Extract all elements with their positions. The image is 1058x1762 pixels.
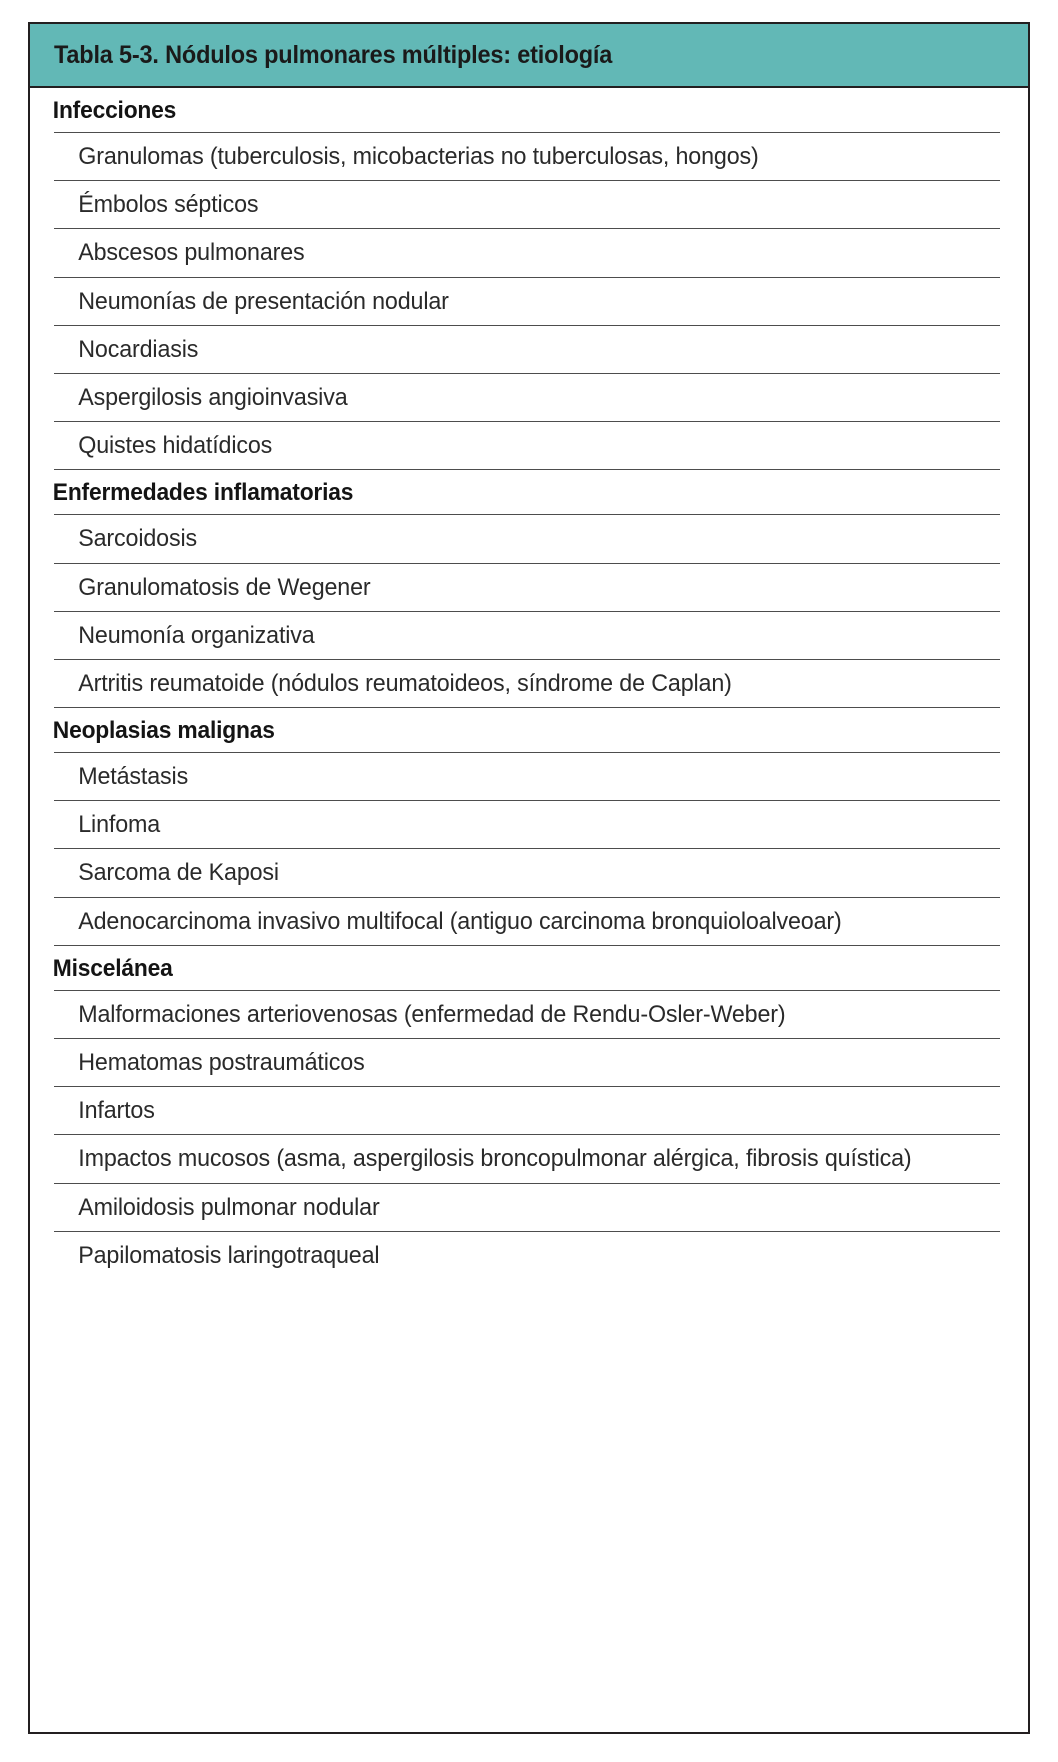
row-label: Quistes hidatídicos xyxy=(78,432,273,460)
row-label: Neumonía organizativa xyxy=(78,621,315,649)
table-row: Amiloidosis pulmonar nodular xyxy=(54,1182,1000,1231)
table-row: Nocardiasis xyxy=(54,324,1000,373)
row-label: Aspergilosis angioinvasiva xyxy=(78,383,348,411)
table-row: Sarcoidosis xyxy=(54,514,1000,562)
table-row: Neumonía organizativa xyxy=(54,610,1000,659)
table-body: Infecciones Granulomas (tuberculosis, mi… xyxy=(30,88,1028,1279)
row-label: Granulomatosis de Wegener xyxy=(78,573,371,601)
section-divider xyxy=(54,944,1000,946)
etiology-table: Tabla 5-3. Nódulos pulmonares múltiples:… xyxy=(28,22,1030,1734)
table-row: Artritis reumatoide (nódulos reumatoideo… xyxy=(54,658,1000,707)
row-label: Papilomatosis laringotraqueal xyxy=(78,1241,380,1269)
table-row: Granulomatosis de Wegener xyxy=(54,562,1000,611)
section-divider xyxy=(54,707,1000,709)
row-label: Malformaciones arteriovenosas (enfermeda… xyxy=(78,1000,786,1028)
table-row: Papilomatosis laringotraqueal xyxy=(54,1230,1000,1279)
row-label: Impactos mucosos (asma, aspergilosis bro… xyxy=(78,1145,912,1173)
table-row: Abscesos pulmonares xyxy=(54,228,1000,276)
section-heading-miscelanea: Miscelánea xyxy=(52,954,173,982)
table-row: Impactos mucosos (asma, aspergilosis bro… xyxy=(54,1134,1000,1182)
table-row: Émbolos sépticos xyxy=(54,180,1000,228)
section-heading-enfermedades-inflamatorias: Enfermedades inflamatorias xyxy=(52,479,354,507)
row-label: Abscesos pulmonares xyxy=(78,239,305,267)
table-title: Tabla 5-3. Nódulos pulmonares múltiples:… xyxy=(54,40,613,69)
table-row: Metástasis xyxy=(54,752,1000,800)
row-label: Neumonías de presentación nodular xyxy=(78,287,449,315)
table-row: Aspergilosis angioinvasiva xyxy=(54,372,1000,421)
row-label: Adenocarcinoma invasivo multifocal (anti… xyxy=(78,907,842,935)
section-heading-neoplasias-malignas: Neoplasias malignas xyxy=(52,717,275,745)
table-row: Neumonías de presentación nodular xyxy=(54,276,1000,325)
table-row: Sarcoma de Kaposi xyxy=(54,848,1000,896)
table-header-bar: Tabla 5-3. Nódulos pulmonares múltiples:… xyxy=(30,24,1028,88)
row-label: Émbolos sépticos xyxy=(78,191,259,219)
row-label: Amiloidosis pulmonar nodular xyxy=(78,1193,380,1221)
table-row: Infartos xyxy=(54,1086,1000,1134)
row-label: Artritis reumatoide (nódulos reumatoideo… xyxy=(78,669,732,697)
row-label: Infartos xyxy=(78,1097,155,1125)
row-label: Sarcoma de Kaposi xyxy=(78,859,279,887)
row-label: Hematomas postraumáticos xyxy=(78,1049,365,1076)
table-row: Hematomas postraumáticos xyxy=(54,1038,1000,1086)
table-row: Quistes hidatídicos xyxy=(54,421,1000,469)
table-row: Adenocarcinoma invasivo multifocal (anti… xyxy=(54,896,1000,945)
row-label: Granulomas (tuberculosis, micobacterias … xyxy=(78,143,759,170)
table-row: Linfoma xyxy=(54,800,1000,848)
row-label: Sarcoidosis xyxy=(78,525,197,553)
table-row: Malformaciones arteriovenosas (enfermeda… xyxy=(54,989,1000,1038)
section-divider xyxy=(54,469,1000,471)
table-row: Granulomas (tuberculosis, micobacterias … xyxy=(54,132,1000,180)
section-heading-infecciones: Infecciones xyxy=(52,97,177,124)
row-label: Linfoma xyxy=(78,811,161,839)
row-label: Metástasis xyxy=(78,763,189,791)
row-label: Nocardiasis xyxy=(78,335,199,363)
